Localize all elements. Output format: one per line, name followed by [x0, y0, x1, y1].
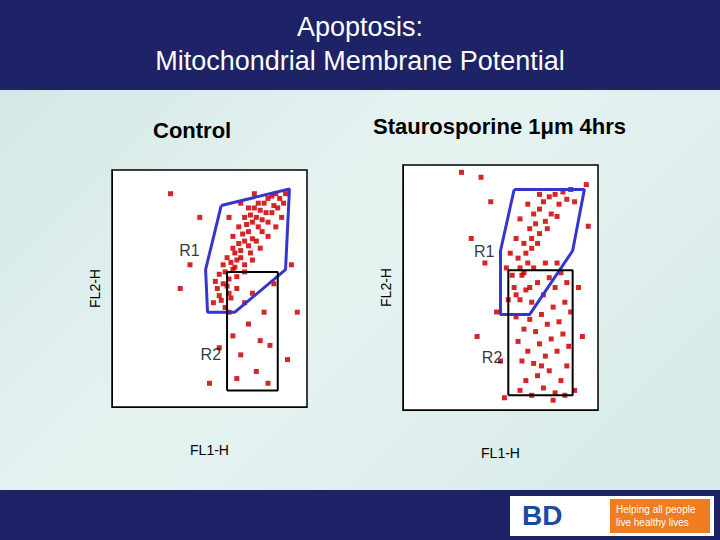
svg-text:Control: Control	[153, 118, 231, 143]
svg-text:FL2-H: FL2-H	[87, 269, 103, 308]
svg-text:FL1-H: FL1-H	[481, 445, 520, 461]
svg-text:R2: R2	[201, 346, 222, 363]
svg-text:R2: R2	[482, 349, 503, 366]
svg-text:Staurosporine 1μm 4hrs: Staurosporine 1μm 4hrs	[373, 114, 626, 139]
svg-text:FL2-H: FL2-H	[378, 268, 394, 307]
html-text:Mitochondrial Membrane Potenti: Mitochondrial Membrane Potential	[155, 46, 565, 76]
html-text:live healthy lives: live healthy lives	[616, 517, 689, 528]
svg-text:R1: R1	[179, 242, 200, 259]
svg-text:R1: R1	[474, 243, 495, 260]
html-text:Helping all people: Helping all people	[616, 504, 696, 515]
svg-text:FL1-H: FL1-H	[190, 442, 229, 458]
html-text:BD: BD	[522, 500, 563, 531]
html-text:Apoptosis:: Apoptosis:	[297, 12, 423, 42]
